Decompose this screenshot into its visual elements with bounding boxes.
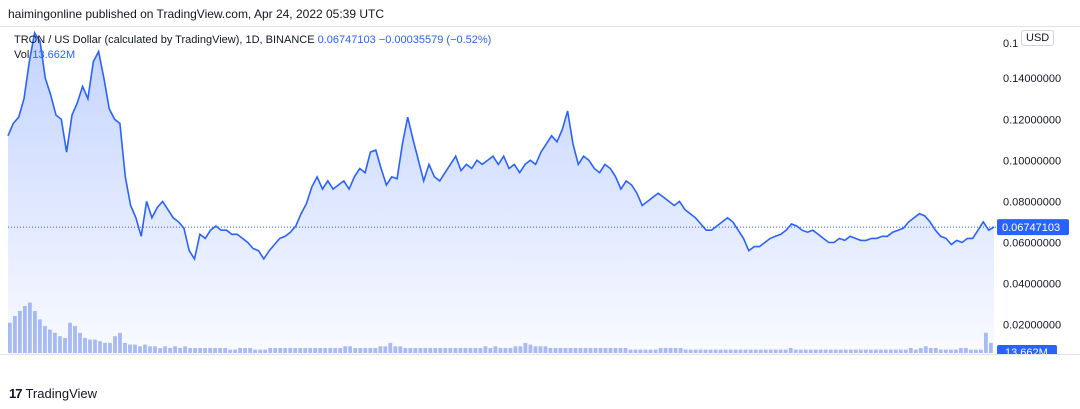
tradingview-logo[interactable]: 17 TradingView [9,386,97,401]
last-price-badge-text: 0.06747103 [1002,222,1060,234]
volume-legend[interactable]: Vol 13.662M [14,49,75,61]
symbol-title: TRON / US Dollar (calculated by TradingV… [14,34,315,46]
y-tick-label: 0.10000000 [1003,155,1061,167]
y-tick-label: 0.1 [1003,38,1018,50]
currency-selector[interactable]: USD [1021,30,1055,46]
brand-name: TradingView [25,386,98,401]
y-tick-label: 0.02000000 [1003,320,1061,332]
published-line: haimingonline published on TradingView.c… [8,7,385,21]
price-axis: 0.02000000 0.04000000 0.06000000 0.08000000… [1003,38,1061,332]
tradingview-logo-icon: 17 [9,386,23,401]
last-price-badge [997,219,1069,236]
volume-value: 13.662M [32,49,76,61]
y-tick-label: 0.14000000 [1003,73,1061,85]
price-line [7,30,995,261]
volume-label: Vol [14,49,30,61]
y-tick-label: 0.08000000 [1003,196,1061,208]
chart-legend[interactable]: TRON / US Dollar (calculated by TradingV… [14,34,491,46]
last-volume-badge-text: 13.662M [1005,347,1048,354]
last-volume-badge [997,345,1057,354]
price-area [8,33,994,353]
last-price-value: 0.06747103 [317,34,376,46]
price-chart[interactable]: 0.02000000 0.04000000 0.06000000 0.08000000… [0,27,1080,354]
price-change: −0.00035579 (−0.52%) [378,34,492,46]
y-tick-label: 0.04000000 [1003,279,1061,291]
axis-badges: 0.06747103 13.662M [997,219,1069,354]
y-tick-label: 0.12000000 [1003,114,1061,126]
y-tick-label: 0.06000000 [1003,238,1061,250]
chart-frame[interactable]: 0.02000000 0.04000000 0.06000000 0.08000000… [0,26,1080,355]
